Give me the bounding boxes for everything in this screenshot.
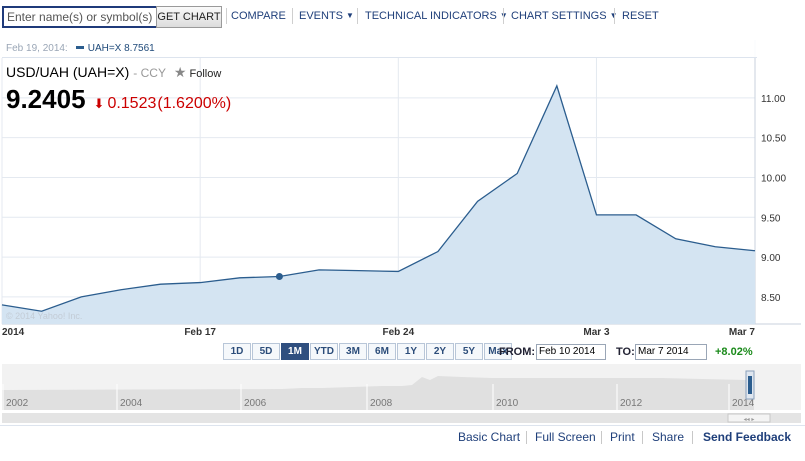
symbol-search-input[interactable]: [2, 6, 158, 28]
hover-value: UAH=X 8.7561: [87, 43, 155, 54]
scroll-grip-icon: ◂◂ ▸: [744, 417, 755, 423]
events-menu[interactable]: EVENTS ▼: [299, 10, 354, 22]
scrollbar-thumb: [727, 413, 771, 423]
navigator-year-label: 2006: [244, 398, 267, 409]
basic-chart-link[interactable]: Basic Chart: [458, 430, 521, 444]
from-date-input[interactable]: Feb 10 2014: [536, 344, 606, 360]
reset-menu[interactable]: RESET: [622, 10, 659, 22]
hover-date: Feb 19, 2014:: [6, 43, 68, 54]
range-button-1y[interactable]: 1Y: [397, 343, 425, 360]
toolbar-separator: [357, 8, 358, 24]
print-link[interactable]: Print: [610, 430, 635, 444]
from-label: FROM:: [499, 346, 536, 358]
toolbar-separator: [503, 8, 504, 24]
price-change: 0.1523: [107, 95, 157, 112]
to-label: TO:: [616, 346, 635, 358]
range-button-6m[interactable]: 6M: [368, 343, 396, 360]
y-tick-label: 9.00: [761, 253, 781, 264]
timeline-navigator[interactable]: 2002 2004 2006 2008 2010 2012 2014 ◂◂ ▸: [2, 364, 801, 424]
y-tick-label: 8.50: [761, 293, 781, 304]
toolbar-separator: [292, 8, 293, 24]
last-price: 9.2405: [6, 84, 86, 114]
navigator-area: [2, 370, 754, 410]
toolbar-separator: [226, 8, 227, 24]
to-date-input[interactable]: Mar 7 2014: [635, 344, 707, 360]
price-line-display: 9.2405 ⬇ 0.1523(1.6200%): [6, 84, 231, 115]
price-change-percent: (1.6200%): [157, 95, 232, 112]
navigator-scrollbar: [2, 413, 801, 423]
chart-settings-menu[interactable]: CHART SETTINGS▼: [511, 10, 617, 22]
navigator-year-label: 2010: [496, 398, 519, 409]
copyright-watermark: © 2014 Yahoo! Inc.: [6, 311, 82, 321]
toolbar: GET CHART COMPARE EVENTS▼ TECHNICAL INDI…: [0, 0, 805, 34]
y-tick-label: 10.50: [761, 134, 786, 145]
navigator-year-label: 2012: [620, 398, 643, 409]
navigator-year-label: 2014: [732, 398, 755, 409]
y-axis-labels: 8.50 9.00 9.50 10.00 10.50 11.00: [761, 94, 786, 304]
caret-down-icon: ▼: [610, 11, 618, 20]
caret-down-icon: ▼: [346, 11, 354, 20]
y-tick-label: 11.00: [761, 94, 786, 105]
down-arrow-icon: ⬇: [93, 96, 105, 111]
price-chart[interactable]: © 2014 Yahoo! Inc. 8.50 9.00 9.50 10.00 10.5…: [1, 40, 801, 338]
range-button-ytd[interactable]: YTD: [310, 343, 338, 360]
footer-separator: [601, 431, 602, 444]
range-button-1d[interactable]: 1D: [223, 343, 251, 360]
ccy-tag: - CCY: [133, 66, 166, 80]
quote-title: USD/UAH (UAH=X) - CCY ★ Follow: [6, 64, 221, 81]
price-area: [2, 85, 755, 324]
x-tick-label: Feb 24: [382, 327, 414, 338]
navigator-selected-range: [748, 376, 752, 394]
x-axis-labels: 2014 Feb 17 Feb 24 Mar 3 Mar 7: [2, 327, 755, 338]
symbol-name: USD/UAH (UAH=X): [6, 64, 130, 80]
footer-divider: [0, 425, 805, 426]
series-key-swatch: [75, 46, 84, 49]
range-button-max[interactable]: Max: [484, 343, 512, 360]
follow-button[interactable]: ★ Follow: [173, 64, 222, 80]
navigator-year-label: 2008: [370, 398, 393, 409]
navigator-year-label: 2002: [6, 398, 29, 409]
x-tick-label: Mar 3: [583, 327, 610, 338]
range-button-1m[interactable]: 1M: [281, 343, 309, 360]
range-button-2y[interactable]: 2Y: [426, 343, 454, 360]
range-button-5d[interactable]: 5D: [252, 343, 280, 360]
get-chart-button[interactable]: GET CHART: [156, 6, 222, 28]
hover-point-marker: [275, 273, 283, 281]
technical-indicators-menu[interactable]: TECHNICAL INDICATORS▼: [365, 10, 508, 22]
period-change-percent: +8.02%: [715, 346, 753, 358]
range-selector: 1D 5D 1M YTD 3M 6M 1Y 2Y 5Y Max: [223, 343, 513, 360]
range-button-3m[interactable]: 3M: [339, 343, 367, 360]
navigator-year-label: 2004: [120, 398, 143, 409]
footer-separator: [692, 431, 693, 444]
navigator-year-labels: 2002 2004 2006 2008 2010 2012 2014: [2, 384, 755, 410]
toolbar-separator: [614, 8, 615, 24]
x-tick-label: 2014: [2, 327, 25, 338]
y-tick-label: 10.00: [761, 173, 786, 184]
x-tick-label: Feb 17: [184, 327, 216, 338]
y-tick-label: 9.50: [761, 213, 781, 224]
share-link[interactable]: Share: [652, 430, 685, 444]
send-feedback-link[interactable]: Send Feedback: [703, 430, 792, 444]
hover-info-bar: Feb 19, 2014: UAH=X 8.7561: [2, 40, 757, 58]
compare-menu[interactable]: COMPARE: [231, 10, 286, 22]
star-icon: ★: [173, 64, 187, 80]
price-line: [1, 84, 756, 312]
range-button-5y[interactable]: 5Y: [455, 343, 483, 360]
x-tick-label: Mar 7: [729, 327, 756, 338]
footer-separator: [642, 431, 643, 444]
footer-separator: [526, 431, 527, 444]
full-screen-link[interactable]: Full Screen: [535, 430, 596, 444]
